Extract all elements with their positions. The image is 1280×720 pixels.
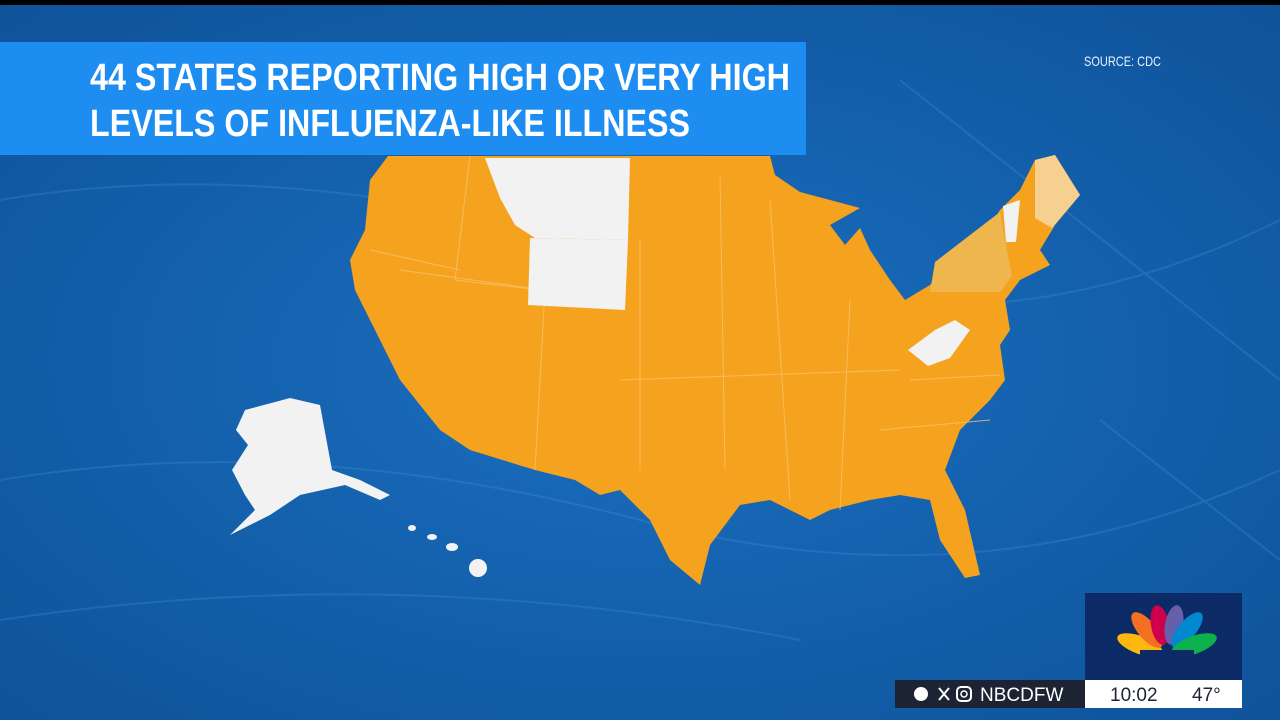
- us-map: [230, 155, 1080, 585]
- montana: [485, 158, 630, 240]
- temperature: 47°: [1192, 685, 1221, 706]
- source-label: SOURCE: CDC: [1084, 53, 1161, 69]
- ticker-info: [1085, 680, 1242, 708]
- maine: [1035, 155, 1080, 228]
- title-banner: [0, 42, 806, 155]
- title-line: LEVELS OF INFLUENZA-LIKE ILLNESS: [90, 103, 690, 145]
- northeast-states: [930, 212, 1012, 292]
- station-handle: NBCDFW: [980, 685, 1063, 706]
- social-icons: [914, 686, 972, 702]
- hawaii: [408, 525, 487, 577]
- alaska: [230, 398, 390, 535]
- peacock-logo: [1117, 605, 1217, 664]
- clock: 10:02: [1110, 685, 1158, 706]
- vermont: [1003, 200, 1020, 242]
- west-virginia: [908, 320, 970, 366]
- title-line: 44 STATES REPORTING HIGH OR VERY HIGH: [90, 57, 790, 99]
- wyoming: [528, 238, 628, 310]
